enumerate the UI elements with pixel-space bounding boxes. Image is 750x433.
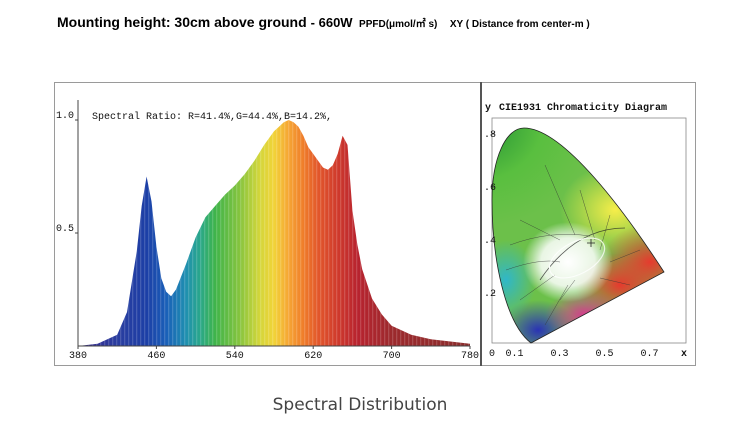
cie-x-axis-label: x (681, 349, 687, 360)
cie-x-tick-label: 0.5 (595, 349, 613, 360)
spectral-axes: 380 460 540 620 700 780 1.0 0.5 (56, 100, 479, 362)
cie-y-tick-label: .4 (484, 236, 496, 247)
spectral-x-tick-label: 780 (461, 351, 479, 362)
spectral-area-group (78, 120, 470, 346)
spectral-y-tick-label: 1.0 (56, 111, 74, 122)
chart-divider (480, 82, 482, 366)
header-xy-label: XY ( Distance from center-m ) (449, 19, 590, 30)
cie-spectral-locus (491, 127, 665, 344)
spectral-y-tick-label: 0.5 (56, 224, 74, 235)
spectral-area-texture (78, 120, 470, 346)
cie-x-tick-label: 0 (489, 349, 495, 360)
cie-x-tick-label: 0.7 (640, 349, 658, 360)
cie-y-axis-label: y (485, 103, 491, 114)
header-title: Mounting height: 30cm above ground (57, 14, 307, 30)
spectral-x-tick-label: 620 (304, 351, 322, 362)
header: Mounting height: 30cm above ground - 660W… (57, 14, 590, 32)
cie-y-tick-label: .2 (484, 289, 496, 300)
spectral-x-tick-label: 540 (226, 351, 244, 362)
cie-ticks: 0 0.1 0.3 0.5 0.7 .8 .6 .4 .2 (484, 130, 659, 360)
spectral-x-tick-label: 460 (147, 351, 165, 362)
spectral-x-tick-label: 700 (383, 351, 401, 362)
spectral-x-tick-label: 380 (69, 351, 87, 362)
cie-x-tick-label: 0.1 (505, 349, 523, 360)
cie-title: CIE1931 Chromaticity Diagram (499, 102, 667, 114)
header-power: - 660W (310, 15, 353, 30)
spectral-annotation: Spectral Ratio: R=41.4%,G=44.4%,B=14.2%, (92, 111, 332, 123)
cie-y-tick-label: .6 (484, 183, 496, 194)
header-unit: PPFD(μmol/㎡ s) (359, 19, 438, 30)
cie-y-tick-label: .8 (484, 130, 496, 141)
caption: Spectral Distribution (272, 395, 448, 415)
cie-x-tick-label: 0.3 (550, 349, 568, 360)
